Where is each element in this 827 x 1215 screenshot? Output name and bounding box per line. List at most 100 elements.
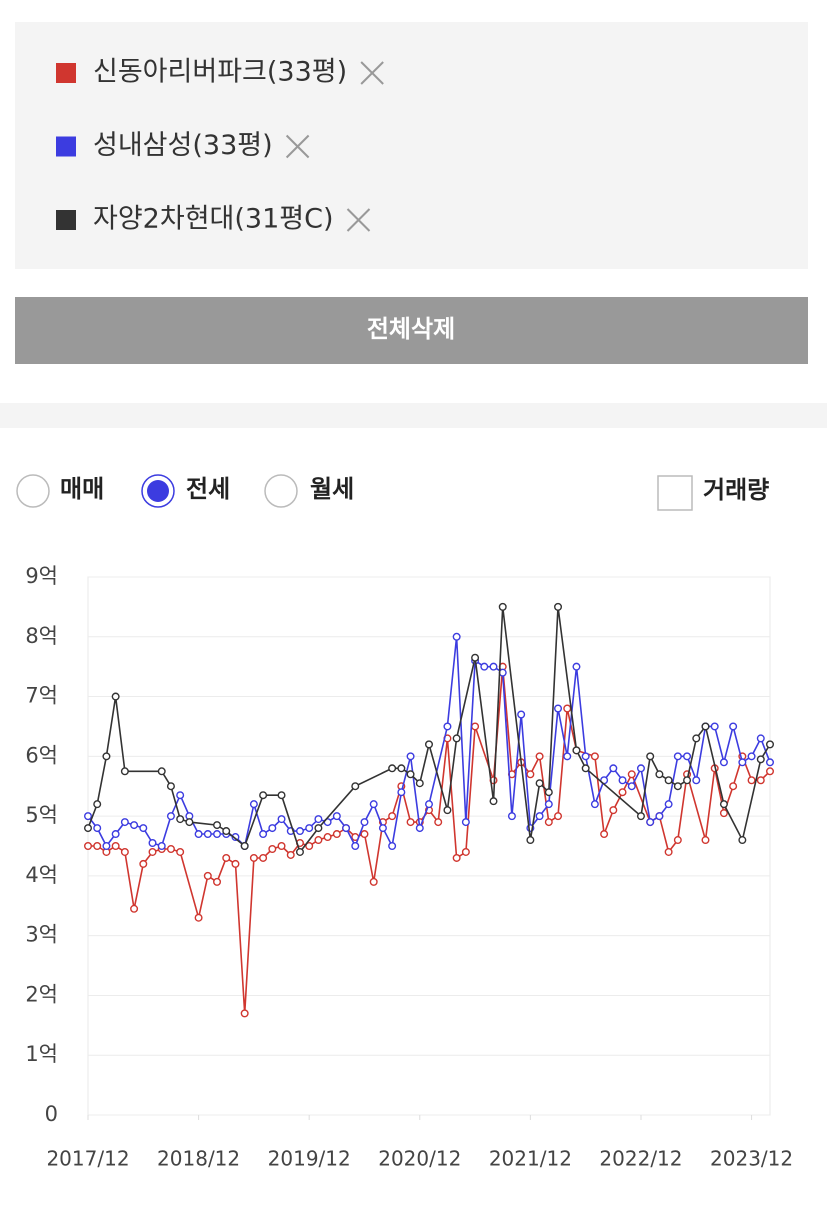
legend-panel xyxy=(15,22,808,269)
data-point xyxy=(535,752,544,761)
data-point xyxy=(314,815,323,824)
remove-icon[interactable] xyxy=(346,208,371,232)
data-point xyxy=(277,815,286,824)
data-point xyxy=(756,755,765,764)
remove-icon[interactable] xyxy=(285,134,310,159)
data-point xyxy=(563,704,572,713)
y-tick-label: 8억 xyxy=(25,624,58,648)
data-point xyxy=(351,782,360,791)
data-point xyxy=(102,842,111,851)
data-point xyxy=(554,812,563,821)
checkbox[interactable] xyxy=(657,475,693,511)
data-point xyxy=(259,830,268,839)
data-point xyxy=(646,818,655,827)
data-point xyxy=(461,847,470,856)
legend-label: 성내삼성(33평) xyxy=(93,130,273,161)
data-point xyxy=(452,734,461,743)
data-point xyxy=(719,800,728,809)
data-point xyxy=(305,824,314,833)
data-point xyxy=(166,782,175,791)
data-point xyxy=(93,842,102,851)
data-point xyxy=(415,779,424,788)
data-point xyxy=(572,662,581,671)
data-point xyxy=(332,830,341,839)
data-point xyxy=(425,800,434,809)
data-point xyxy=(710,722,719,731)
data-point xyxy=(683,776,692,785)
data-point xyxy=(425,740,434,749)
data-point xyxy=(434,818,443,827)
data-point xyxy=(581,764,590,773)
data-point xyxy=(139,859,148,868)
data-point xyxy=(111,692,120,701)
data-point xyxy=(176,791,185,800)
data-point xyxy=(406,818,415,827)
data-point xyxy=(673,752,682,761)
data-point xyxy=(471,722,480,731)
icon-stroke xyxy=(360,61,384,85)
data-point xyxy=(415,824,424,833)
y-tick-label: 2억 xyxy=(25,982,58,1006)
data-point xyxy=(249,800,258,809)
data-point xyxy=(600,830,609,839)
data-point xyxy=(406,752,415,761)
radio[interactable] xyxy=(16,474,50,508)
data-point xyxy=(268,824,277,833)
data-point xyxy=(194,830,203,839)
data-point xyxy=(627,770,636,779)
radio-label: 월세 xyxy=(310,475,354,503)
radio[interactable] xyxy=(264,474,298,508)
data-point xyxy=(83,842,92,851)
data-point xyxy=(111,830,120,839)
data-point xyxy=(323,833,332,842)
data-point xyxy=(406,770,415,779)
data-point xyxy=(544,800,553,809)
data-point xyxy=(83,812,92,821)
data-point xyxy=(517,710,526,719)
data-point xyxy=(286,850,295,859)
data-point xyxy=(719,758,728,767)
data-point xyxy=(157,842,166,851)
data-point xyxy=(664,847,673,856)
clear-button[interactable] xyxy=(15,297,808,364)
data-point xyxy=(148,847,157,856)
data-point xyxy=(701,722,710,731)
data-point xyxy=(222,827,231,836)
data-point xyxy=(130,821,139,830)
y-tick-label: 5억 xyxy=(25,803,58,827)
data-point xyxy=(176,815,185,824)
data-point xyxy=(609,806,618,815)
series-line xyxy=(88,666,771,1014)
data-point xyxy=(222,853,231,862)
data-point xyxy=(397,788,406,797)
legend-swatch xyxy=(56,210,76,230)
data-point xyxy=(572,746,581,755)
data-point xyxy=(259,791,268,800)
data-point xyxy=(388,842,397,851)
data-point xyxy=(120,767,129,776)
legend-swatch xyxy=(56,136,76,157)
data-point xyxy=(590,752,599,761)
y-tick-label: 3억 xyxy=(25,923,58,947)
radio-label: 전세 xyxy=(186,475,230,503)
data-point xyxy=(664,800,673,809)
data-point xyxy=(360,818,369,827)
data-point xyxy=(314,836,323,845)
data-point xyxy=(618,776,627,785)
data-point xyxy=(148,839,157,848)
data-point xyxy=(194,913,203,922)
data-point xyxy=(378,824,387,833)
data-point xyxy=(692,734,701,743)
data-point xyxy=(93,824,102,833)
data-point xyxy=(636,812,645,821)
remove-icon[interactable] xyxy=(360,61,384,85)
data-point xyxy=(471,653,480,662)
y-tick-label: 4억 xyxy=(25,863,58,887)
data-point xyxy=(673,836,682,845)
y-tick-label: 1억 xyxy=(25,1042,58,1066)
data-point xyxy=(157,767,166,776)
data-point xyxy=(83,824,92,833)
data-point xyxy=(452,632,461,641)
radio-dot xyxy=(147,480,169,502)
